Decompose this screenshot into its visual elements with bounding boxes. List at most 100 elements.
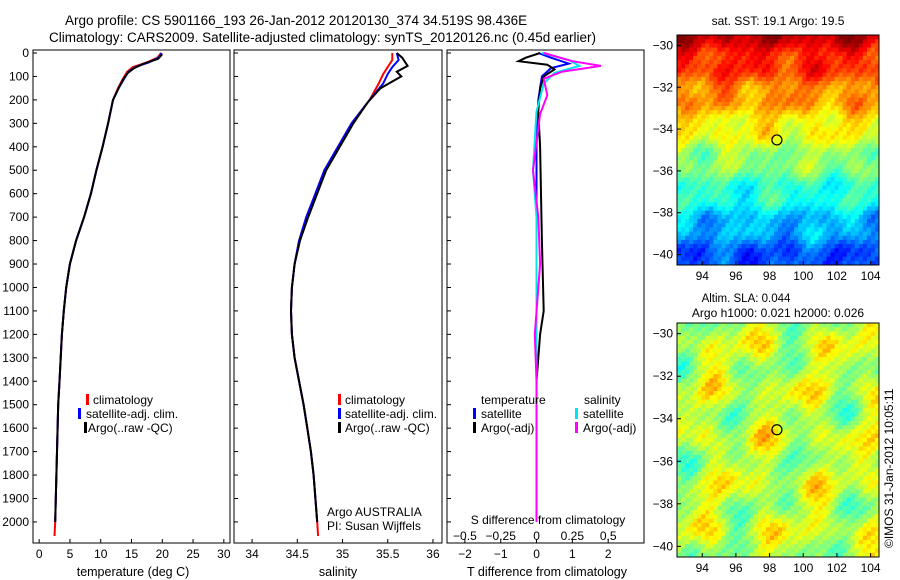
depth-tick-label: 1400: [2, 374, 29, 388]
s-tick-label: −0.5: [453, 529, 477, 543]
series-line-0: [535, 52, 573, 522]
depth-tick-label: 600: [9, 187, 29, 201]
difference-series: [515, 52, 602, 522]
salinity-x-axis: 34 34.5 35 35.5 36: [245, 539, 440, 561]
legend-label-t-argo: Argo(-adj): [481, 421, 534, 435]
depth-tick-label: 500: [9, 163, 29, 177]
sst-map-frame: [676, 34, 880, 266]
depth-axis: 0 100 200 300 400 500 600 700 800 900 1000 1100 1200…: [2, 46, 451, 529]
imos-credit: ©IMOS 31-Jan-2012 10:05:11: [882, 388, 896, 548]
salinity-series: [289, 52, 410, 537]
legend-label-climatology: climatology: [345, 393, 405, 407]
depth-tick-label: 700: [9, 210, 29, 224]
map-x-tick-label: 104: [861, 269, 881, 283]
sla-map-frame: [676, 322, 880, 558]
difference-xlabel: T difference from climatology: [467, 565, 628, 579]
depth-tick-label: 1900: [2, 491, 29, 505]
depth-tick-label: 1300: [2, 351, 29, 365]
x-tick-label: 0: [36, 547, 43, 561]
legend-title-temperature: temperature: [481, 393, 546, 407]
temperature-xlabel: temperature (deg C): [77, 565, 190, 579]
series-line-2: [531, 52, 583, 522]
header-line-1: Argo profile: CS 5901166_193 26-Jan-2012…: [65, 13, 527, 28]
salinity-legend: climatology satellite-adj. clim. Argo(..…: [327, 393, 437, 533]
depth-tick-label: 1000: [2, 280, 29, 294]
map-y-tick-label: −32: [653, 80, 674, 94]
argo-position-marker: [771, 134, 783, 146]
legend-swatch-s-argo: [575, 422, 578, 433]
depth-tick-label: 1600: [2, 421, 29, 435]
legend-label-argo: Argo(..raw -QC): [88, 421, 173, 435]
x-tick-label: 36: [426, 547, 440, 561]
depth-tick-label: 800: [9, 234, 29, 248]
map-y-tick-label: −36: [653, 164, 674, 178]
legend-swatch-climatology: [86, 394, 89, 405]
series-line-0: [289, 53, 394, 537]
x-tick-label: 20: [156, 547, 170, 561]
sst-map-axes: 94 96 98 100 102 104 −30 −32 −34 −36 −38 −40: [653, 38, 881, 283]
series-line-2: [289, 52, 410, 522]
x-tick-label: 0: [533, 547, 540, 561]
x-tick-label: 34: [245, 547, 259, 561]
map-x-tick-label: 98: [763, 561, 777, 575]
argo-position-marker: [771, 424, 783, 436]
header-line-2: Climatology: CARS2009. Satellite-adjuste…: [49, 30, 596, 45]
legend-label-satellite: satellite-adj. clim.: [345, 407, 437, 421]
legend-swatch-satellite: [338, 408, 341, 419]
map-x-tick-label: 96: [729, 269, 743, 283]
x-tick-label: 30: [217, 547, 231, 561]
map-y-tick-label: −36: [653, 454, 674, 468]
temperature-series: [53, 52, 164, 537]
map-y-tick-label: −40: [653, 539, 674, 553]
legend-swatch-satellite: [78, 408, 81, 419]
s-tick-label: −0.25: [486, 529, 517, 543]
sst-map-title: sat. SST: 19.1 Argo: 19.5: [712, 14, 845, 28]
map-x-tick-label: 94: [696, 561, 710, 575]
x-tick-label: 15: [125, 547, 139, 561]
map-x-tick-label: 94: [696, 269, 710, 283]
legend-label-satellite: satellite-adj. clim.: [86, 407, 178, 421]
difference-xlabel-top: S difference from climatology: [471, 513, 626, 527]
x-tick-label: 34.5: [286, 547, 310, 561]
temperature-legend: climatology satellite-adj. clim. Argo(..…: [78, 393, 178, 435]
legend-label-argo: Argo(..raw -QC): [345, 421, 430, 435]
legend-label-s-satellite: satellite: [583, 407, 624, 421]
map-x-tick-label: 100: [793, 561, 813, 575]
x-tick-label: −2: [458, 547, 472, 561]
map-y-tick-label: −32: [653, 369, 674, 383]
depth-tick-label: 1800: [2, 468, 29, 482]
sla-heatmap: [677, 323, 880, 558]
float-owner: Argo AUSTRALIA: [327, 505, 422, 519]
depth-tick-label: 100: [9, 69, 29, 83]
map-x-tick-label: 100: [793, 269, 813, 283]
sst-heatmap: [677, 35, 880, 266]
depth-tick-label: 1100: [3, 304, 29, 318]
depth-tick-label: 1700: [2, 445, 29, 459]
map-x-tick-label: 96: [729, 561, 743, 575]
depth-tick-label: 1200: [2, 327, 29, 341]
series-line-3: [531, 52, 602, 522]
series-line-1: [289, 52, 400, 522]
x-tick-label: 35.5: [376, 547, 400, 561]
difference-x-axis: −2 −1 0 1 2 −0.5 −0.25 0 0.25 0.5: [453, 529, 617, 561]
salinity-xlabel: salinity: [319, 565, 358, 579]
depth-tick-label: 0: [22, 46, 29, 60]
x-tick-label: −1: [494, 547, 508, 561]
temperature-panel-frame: [32, 49, 231, 544]
legend-swatch-climatology: [338, 394, 341, 405]
depth-tick-label: 1500: [2, 398, 29, 412]
depth-tick-label: 900: [9, 257, 29, 271]
x-tick-label: 5: [67, 547, 74, 561]
depth-tick-label: 400: [9, 140, 29, 154]
map-x-tick-label: 102: [827, 269, 847, 283]
x-tick-label: 2: [605, 547, 612, 561]
map-y-tick-label: −38: [653, 497, 674, 511]
s-tick-label: 0.5: [600, 529, 617, 543]
map-y-tick-label: −38: [653, 206, 674, 220]
difference-panel-frame: [446, 49, 645, 544]
map-x-tick-label: 104: [861, 561, 881, 575]
depth-tick-label: 2000: [2, 515, 29, 529]
float-pi: PI: Susan Wijffels: [327, 519, 421, 533]
legend-title-salinity: salinity: [584, 393, 621, 407]
